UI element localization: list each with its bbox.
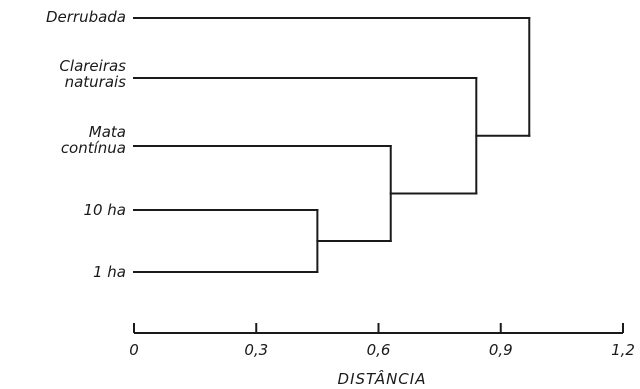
x-tick-label-2: 0,6 [367, 341, 391, 359]
leaf-label-derrubada: Derrubada [46, 8, 126, 26]
x-axis-ticks: 0 0,3 0,6 0,9 1,2 [129, 323, 635, 359]
leaf-label-1ha: 1 ha [93, 263, 126, 281]
dendrogram-branches [133, 17, 531, 273]
leaf-label-mata-1: Mata [89, 123, 126, 141]
x-axis-title: DISTÂNCIA [338, 369, 427, 388]
leaf-label-clareiras-1: Clareiras [59, 57, 126, 75]
x-tick-label-1: 0,3 [244, 341, 268, 359]
leaf-label-clareiras-2: naturais [65, 73, 127, 91]
x-tick-label-4: 1,2 [611, 341, 635, 359]
x-axis: 0 0,3 0,6 0,9 1,2 DISTÂNCIA [129, 323, 635, 388]
x-tick-label-3: 0,9 [489, 341, 513, 359]
leaf-label-mata-2: contínua [61, 139, 126, 157]
leaf-label-10ha: 10 ha [83, 201, 126, 219]
x-tick-label-0: 0 [129, 341, 139, 359]
